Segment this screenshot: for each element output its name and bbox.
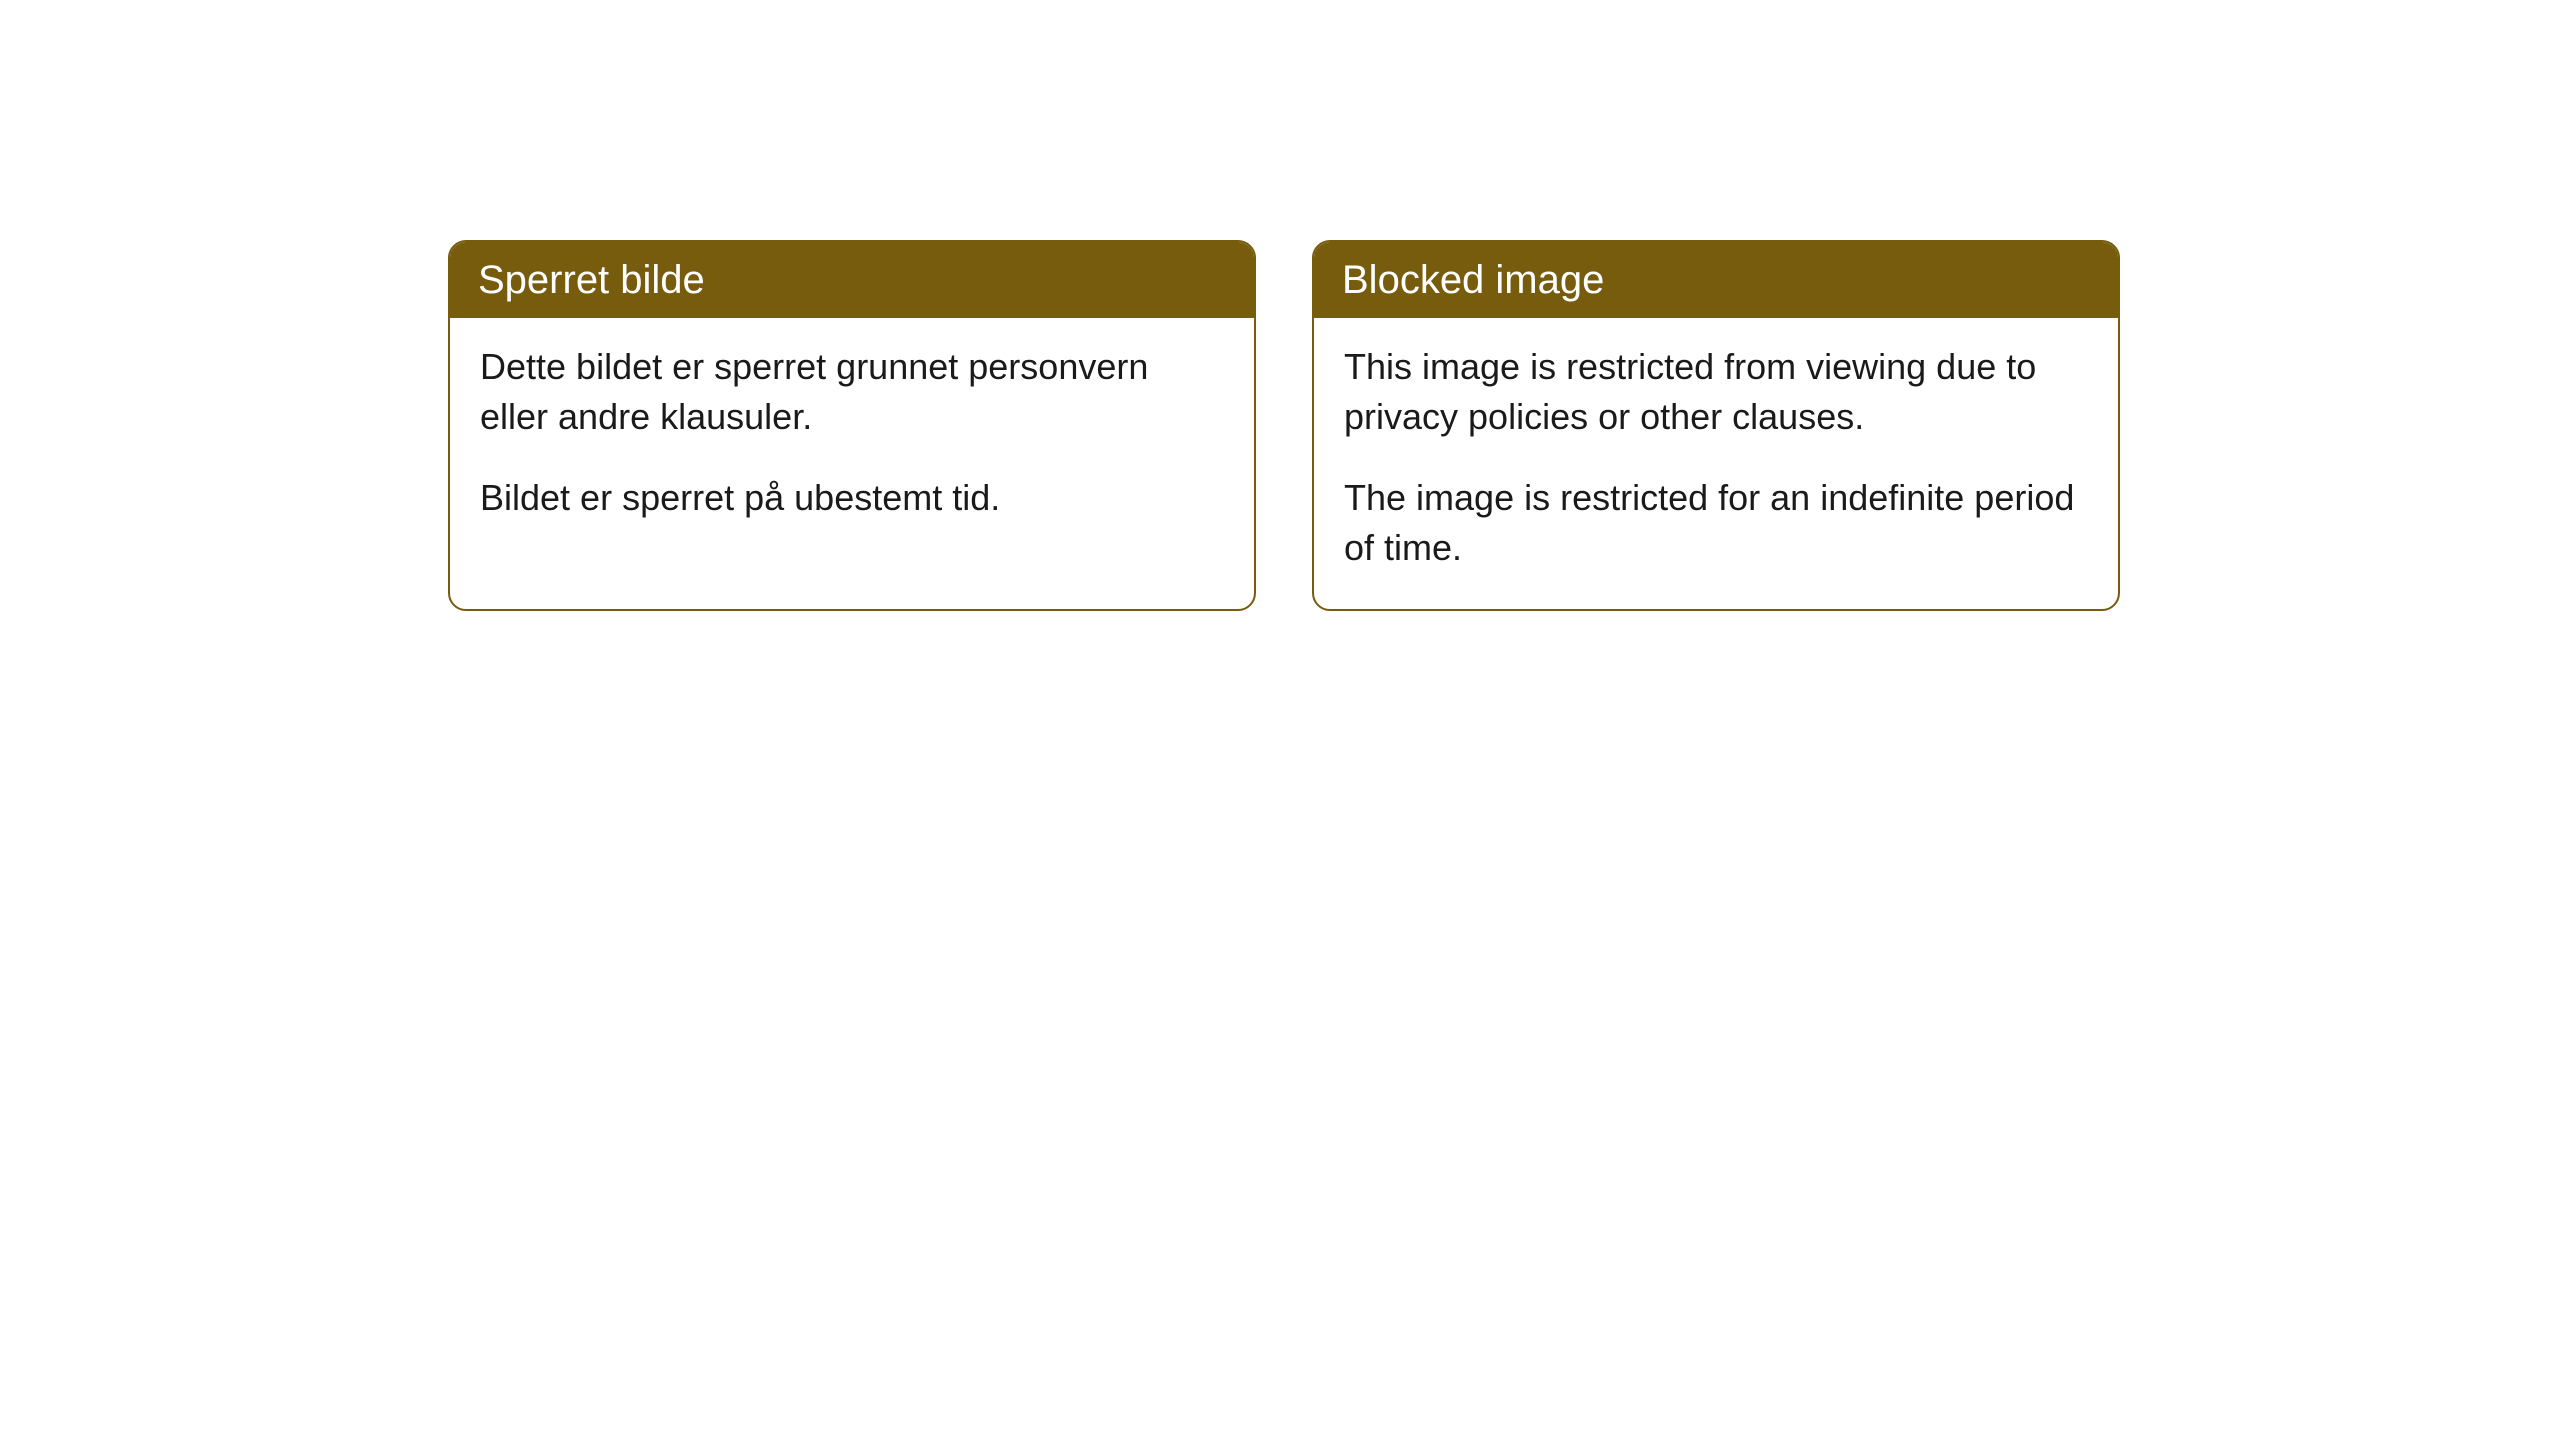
blocked-image-card-english: Blocked image This image is restricted f…: [1312, 240, 2120, 611]
card-paragraph: This image is restricted from viewing du…: [1344, 342, 2088, 441]
card-paragraph: Dette bildet er sperret grunnet personve…: [480, 342, 1224, 441]
card-header: Sperret bilde: [450, 242, 1254, 318]
card-body: This image is restricted from viewing du…: [1314, 318, 2118, 609]
notice-cards-container: Sperret bilde Dette bildet er sperret gr…: [0, 0, 2560, 611]
card-paragraph: Bildet er sperret på ubestemt tid.: [480, 473, 1224, 523]
card-body: Dette bildet er sperret grunnet personve…: [450, 318, 1254, 559]
card-paragraph: The image is restricted for an indefinit…: [1344, 473, 2088, 572]
card-header: Blocked image: [1314, 242, 2118, 318]
blocked-image-card-norwegian: Sperret bilde Dette bildet er sperret gr…: [448, 240, 1256, 611]
